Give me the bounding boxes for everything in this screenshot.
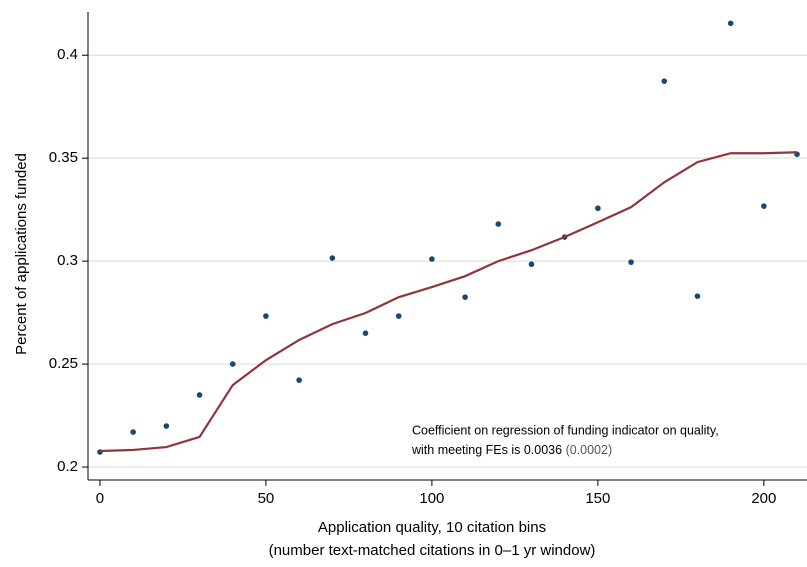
point [395,313,402,319]
y-tick-label: 0.35 [49,149,78,166]
annotation-se: (0.0002) [566,443,613,457]
point [296,377,302,383]
x-tick-label: 100 [419,490,444,507]
point [628,259,634,265]
x-tick-label: 0 [96,490,104,507]
x-axis-label: Application quality, 10 citation bins [318,519,546,536]
point [761,203,767,209]
point [329,255,336,261]
point [362,330,369,336]
point [595,205,601,212]
point [495,221,502,227]
annotation: with meeting FEs is 0.0036 [411,443,562,457]
annotation: Coefficient on regression of funding ind… [412,423,719,437]
point [661,78,668,84]
point [727,20,734,27]
point [229,361,236,367]
y-tick-label: 0.4 [57,46,78,63]
annotation: with meeting FEs is 0.0036 (0.0002) [411,443,612,457]
point [163,423,170,429]
x-tick-label: 200 [751,490,776,507]
point [528,261,535,268]
x-tick-label: 50 [258,490,275,507]
y-tick-label: 0.3 [57,252,78,269]
y-tick-label: 0.2 [57,458,78,475]
point [462,294,468,300]
y-tick-label: 0.25 [49,355,78,372]
x-axis-label: (number text-matched citations in 0–1 yr… [269,542,596,559]
point [196,392,203,398]
point [130,429,136,435]
x-tick-label: 150 [585,490,610,507]
fit-line [99,151,798,453]
y-axis-label: Percent of applications funded [13,153,30,355]
point [263,313,269,319]
point [429,256,435,262]
point [694,293,701,299]
